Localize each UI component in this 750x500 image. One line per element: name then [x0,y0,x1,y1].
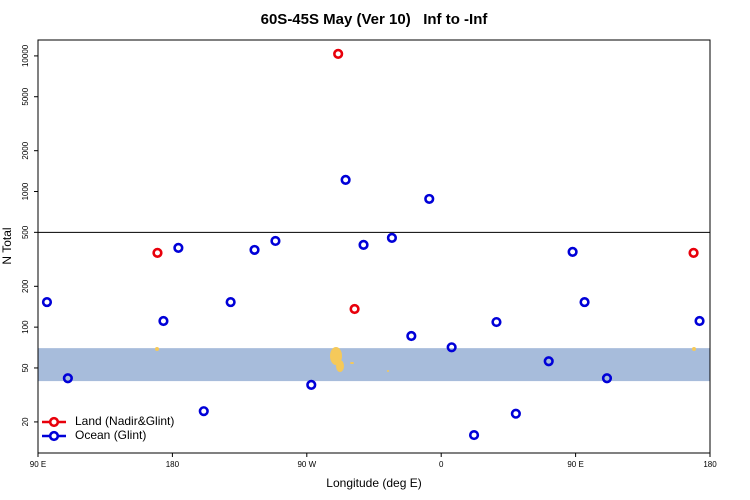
point [579,296,590,308]
legend-label: Land (Nadir&Glint) [75,414,174,428]
point [349,303,360,315]
point [386,232,398,243]
point [694,315,705,327]
point [543,356,554,367]
y-tick-label: 200 [21,279,30,293]
point [306,379,317,391]
point [333,48,344,59]
point [340,174,351,186]
x-tick-label: 90 E [567,460,583,469]
point [225,296,236,308]
legend-marker [48,430,60,442]
y-tick-label: 100 [21,320,30,334]
map-shapes [155,347,696,372]
y-tick-label: 2000 [21,141,30,159]
y-tick-label: 500 [21,225,30,239]
point [152,247,163,258]
y-tick-label: 1000 [21,182,30,200]
y-tick-label: 20 [21,417,30,426]
point [406,330,417,342]
point [62,373,73,384]
point [424,193,435,205]
point [468,429,480,441]
legend-marker [48,416,60,428]
point [158,315,169,327]
shaded-band [38,348,710,382]
legend-label: Ocean (Glint) [75,428,146,442]
point [270,235,281,247]
point [249,244,260,256]
band-layer [38,348,710,382]
point [688,247,699,258]
x-tick-label: 180 [166,460,180,469]
x-tick-label: 180 [703,460,717,469]
y-axis-label: N Total [0,227,14,264]
point [358,239,369,250]
point [446,342,457,353]
point [491,316,502,328]
point [567,246,578,257]
point [510,408,521,419]
point [601,373,613,384]
x-tick-label: 90 E [30,460,46,469]
x-tick-label: 0 [439,460,444,469]
point [198,406,209,417]
plot-frame [37,39,711,454]
y-tick-label: 5000 [21,87,30,105]
x-axis-label: Longitude (deg E) [326,476,421,490]
chart-title: 60S-45S May (Ver 10) Inf to -Inf [261,11,489,28]
point [173,242,184,253]
y-tick-label: 10000 [21,44,30,67]
y-tick-label: 50 [21,363,30,372]
point [41,296,53,308]
x-tick-label: 90 W [297,460,316,469]
